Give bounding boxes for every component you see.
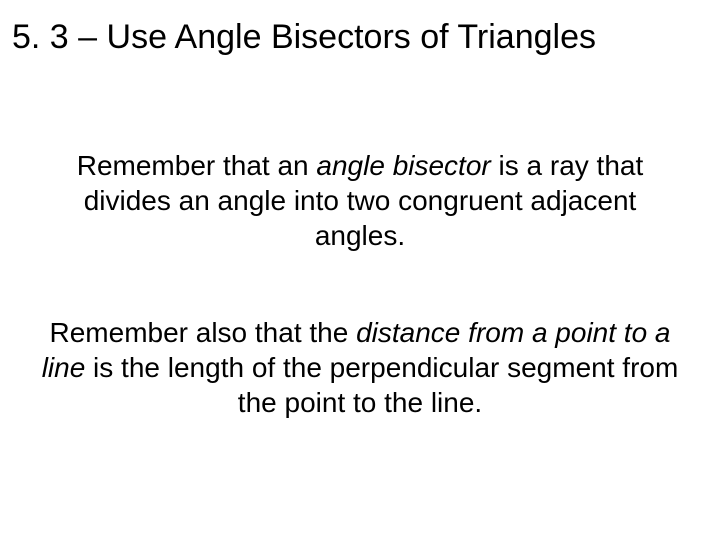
slide: 5. 3 – Use Angle Bisectors of Triangles … <box>0 0 720 540</box>
para2-post: is the length of the perpendicular segme… <box>85 352 678 418</box>
para1-em: angle bisector <box>316 150 490 181</box>
para1-pre: Remember that an <box>77 150 317 181</box>
paragraph-2: Remember also that the distance from a p… <box>36 315 684 420</box>
slide-title: 5. 3 – Use Angle Bisectors of Triangles <box>12 18 708 57</box>
paragraph-1: Remember that an angle bisector is a ray… <box>36 148 684 253</box>
para2-pre: Remember also that the <box>50 317 357 348</box>
